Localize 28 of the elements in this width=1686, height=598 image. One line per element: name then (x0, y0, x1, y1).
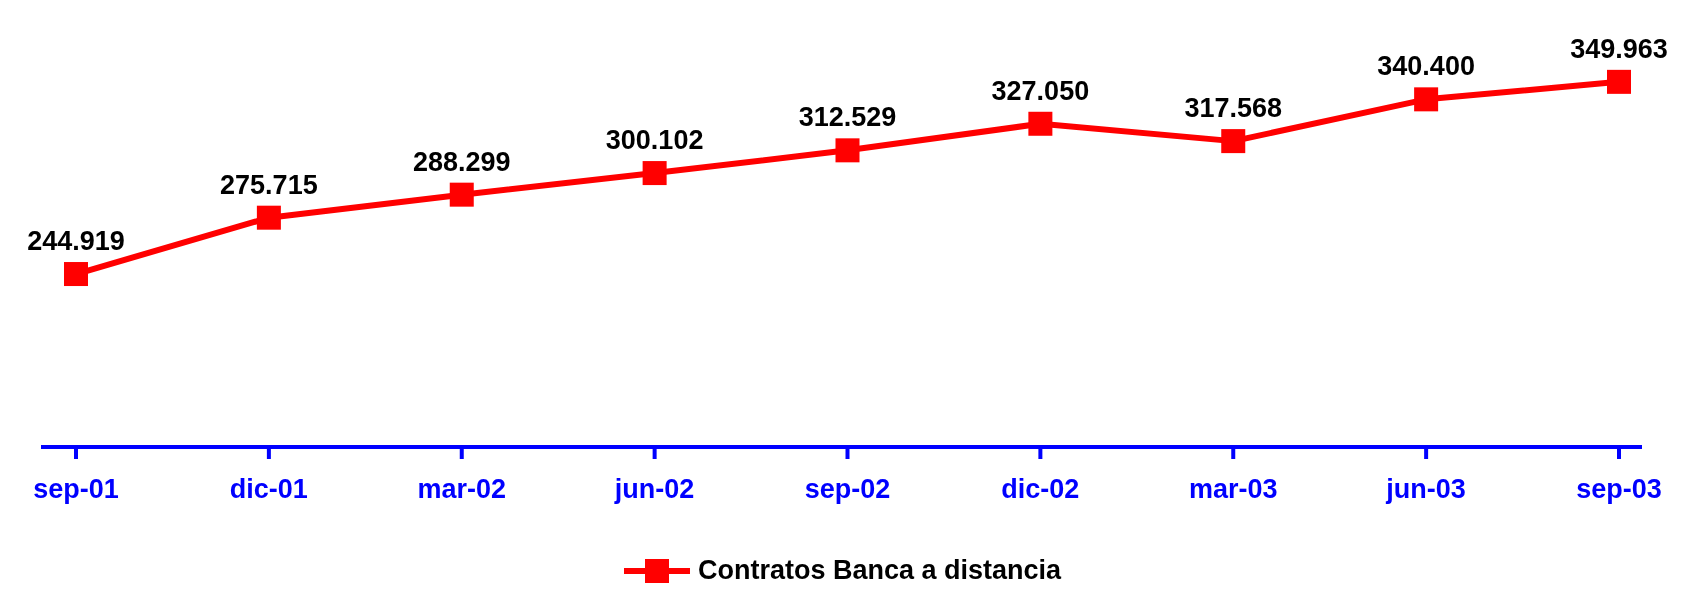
x-tick-label: jun-03 (1385, 474, 1466, 505)
point (1414, 87, 1439, 112)
x-tick-label: sep-02 (804, 474, 891, 505)
data-label: 244.919 (27, 226, 125, 257)
point (642, 161, 667, 186)
point (835, 138, 860, 163)
x-tick-label: mar-03 (1188, 474, 1278, 505)
data-label: 312.529 (798, 102, 897, 133)
point (64, 262, 88, 287)
data-label: 300.102 (605, 125, 704, 156)
point (1607, 69, 1631, 94)
data-label: 340.400 (1377, 51, 1475, 82)
point (449, 182, 474, 207)
point (256, 205, 281, 230)
x-tick-label: sep-03 (1576, 474, 1662, 505)
x-tick-label: dic-01 (229, 474, 308, 505)
x-tick-label: mar-02 (417, 474, 507, 505)
x-tick-label: sep-01 (33, 474, 119, 505)
x-tick-label: jun-02 (613, 474, 695, 505)
legend-label: Contratos Banca a distancia (697, 555, 1062, 586)
x-tick-label: dic-02 (1001, 474, 1080, 505)
data-label: 288.299 (412, 146, 511, 177)
data-label: 275.715 (220, 169, 318, 200)
data-label: 349.963 (1570, 33, 1668, 64)
point (1028, 111, 1053, 136)
data-label: 317.568 (1184, 93, 1283, 124)
point (1221, 129, 1246, 154)
data-label: 327.050 (991, 75, 1090, 106)
